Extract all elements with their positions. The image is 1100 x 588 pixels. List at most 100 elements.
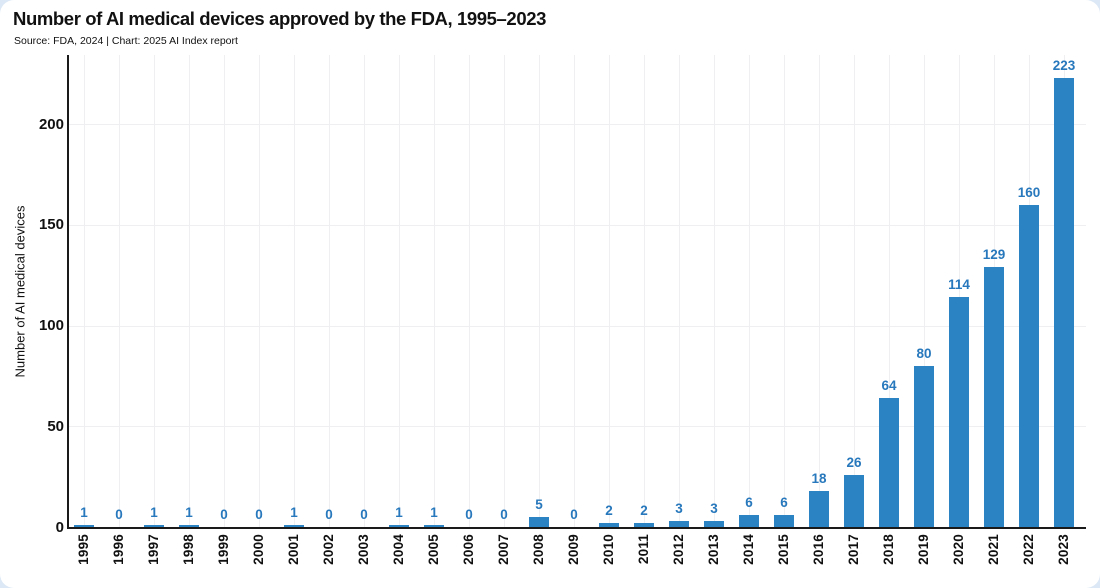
v-gridline: [819, 55, 820, 527]
x-tick-label: 2023: [1056, 534, 1071, 565]
x-tick-label: 2011: [636, 534, 651, 565]
bar: [844, 475, 864, 527]
bar: [809, 491, 829, 527]
bar: [284, 525, 304, 527]
x-tick-label: 2013: [706, 534, 721, 565]
y-tick-label: 50: [47, 418, 64, 435]
x-axis-line: [67, 527, 1086, 529]
x-tick-label: 2007: [496, 534, 511, 565]
bar-value-label: 0: [500, 507, 508, 522]
bar: [949, 297, 969, 527]
bar-value-label: 5: [535, 497, 543, 512]
bar-value-label: 64: [881, 378, 897, 393]
bar: [1019, 205, 1039, 527]
x-tick-label: 2018: [881, 534, 896, 565]
v-gridline: [959, 55, 960, 527]
v-gridline: [504, 55, 505, 527]
bar-value-label: 1: [395, 505, 403, 520]
bar-value-label: 223: [1052, 58, 1076, 73]
bar-value-label: 160: [1017, 185, 1041, 200]
bar: [704, 521, 724, 527]
bar: [74, 525, 94, 527]
bar: [739, 515, 759, 527]
bar-value-label: 2: [640, 503, 648, 518]
x-tick-label: 2014: [741, 534, 756, 565]
x-tick-label: 2020: [951, 534, 966, 565]
bar-value-label: 3: [675, 501, 683, 516]
v-gridline: [784, 55, 785, 527]
bar-value-label: 1: [150, 505, 158, 520]
y-tick-label: 150: [38, 216, 64, 233]
v-gridline: [854, 55, 855, 527]
v-gridline: [364, 55, 365, 527]
x-tick-label: 1997: [146, 534, 161, 565]
v-gridline: [679, 55, 680, 527]
x-tick-label: 1996: [111, 534, 126, 565]
bar-value-label: 6: [745, 495, 753, 510]
bar-value-label: 0: [220, 507, 228, 522]
v-gridline: [609, 55, 610, 527]
x-tick-label: 2001: [286, 534, 301, 565]
x-tick-label: 2010: [601, 534, 616, 565]
v-gridline: [119, 55, 120, 527]
x-tick-label: 2006: [461, 534, 476, 565]
x-tick-label: 2005: [426, 534, 441, 565]
bar: [179, 525, 199, 527]
y-tick-label: 0: [55, 519, 64, 536]
bar: [1054, 78, 1074, 527]
bar-value-label: 18: [811, 471, 827, 486]
bar: [424, 525, 444, 527]
bar: [599, 523, 619, 527]
bar: [669, 521, 689, 527]
x-tick-label: 2019: [916, 534, 931, 565]
bar-value-label: 0: [360, 507, 368, 522]
v-gridline: [924, 55, 925, 527]
bar: [774, 515, 794, 527]
v-gridline: [329, 55, 330, 527]
h-gridline: [69, 124, 1086, 125]
v-gridline: [154, 55, 155, 527]
x-tick-label: 2017: [846, 534, 861, 565]
v-gridline: [469, 55, 470, 527]
v-gridline: [189, 55, 190, 527]
v-gridline: [434, 55, 435, 527]
bar-value-label: 3: [710, 501, 718, 516]
bar-value-label: 0: [115, 507, 123, 522]
bar: [144, 525, 164, 527]
bar: [389, 525, 409, 527]
bar-value-label: 0: [255, 507, 263, 522]
v-gridline: [294, 55, 295, 527]
x-tick-label: 2022: [1021, 534, 1036, 565]
x-tick-label: 2015: [776, 534, 791, 565]
y-axis-line: [67, 55, 69, 529]
x-tick-label: 2000: [251, 534, 266, 565]
v-gridline: [574, 55, 575, 527]
bar: [984, 267, 1004, 527]
x-tick-label: 2008: [531, 534, 546, 565]
h-gridline: [69, 225, 1086, 226]
v-gridline: [259, 55, 260, 527]
x-tick-label: 2009: [566, 534, 581, 565]
v-gridline: [84, 55, 85, 527]
bar-value-label: 1: [430, 505, 438, 520]
x-tick-label: 2003: [356, 534, 371, 565]
y-tick-label: 200: [38, 116, 64, 133]
y-tick-label: 100: [38, 317, 64, 334]
bar-value-label: 26: [846, 455, 862, 470]
x-tick-label: 2002: [321, 534, 336, 565]
bar-value-label: 129: [982, 247, 1006, 262]
y-axis-title: Number of AI medical devices: [12, 205, 28, 378]
v-gridline: [749, 55, 750, 527]
bar-value-label: 0: [465, 507, 473, 522]
bar-value-label: 1: [80, 505, 88, 520]
bar: [529, 517, 549, 527]
bar-value-label: 0: [570, 507, 578, 522]
x-tick-label: 2016: [811, 534, 826, 565]
x-tick-label: 1995: [76, 534, 91, 565]
x-tick-label: 2012: [671, 534, 686, 565]
bar: [914, 366, 934, 527]
v-gridline: [224, 55, 225, 527]
bar-value-label: 80: [916, 346, 932, 361]
bar: [634, 523, 654, 527]
